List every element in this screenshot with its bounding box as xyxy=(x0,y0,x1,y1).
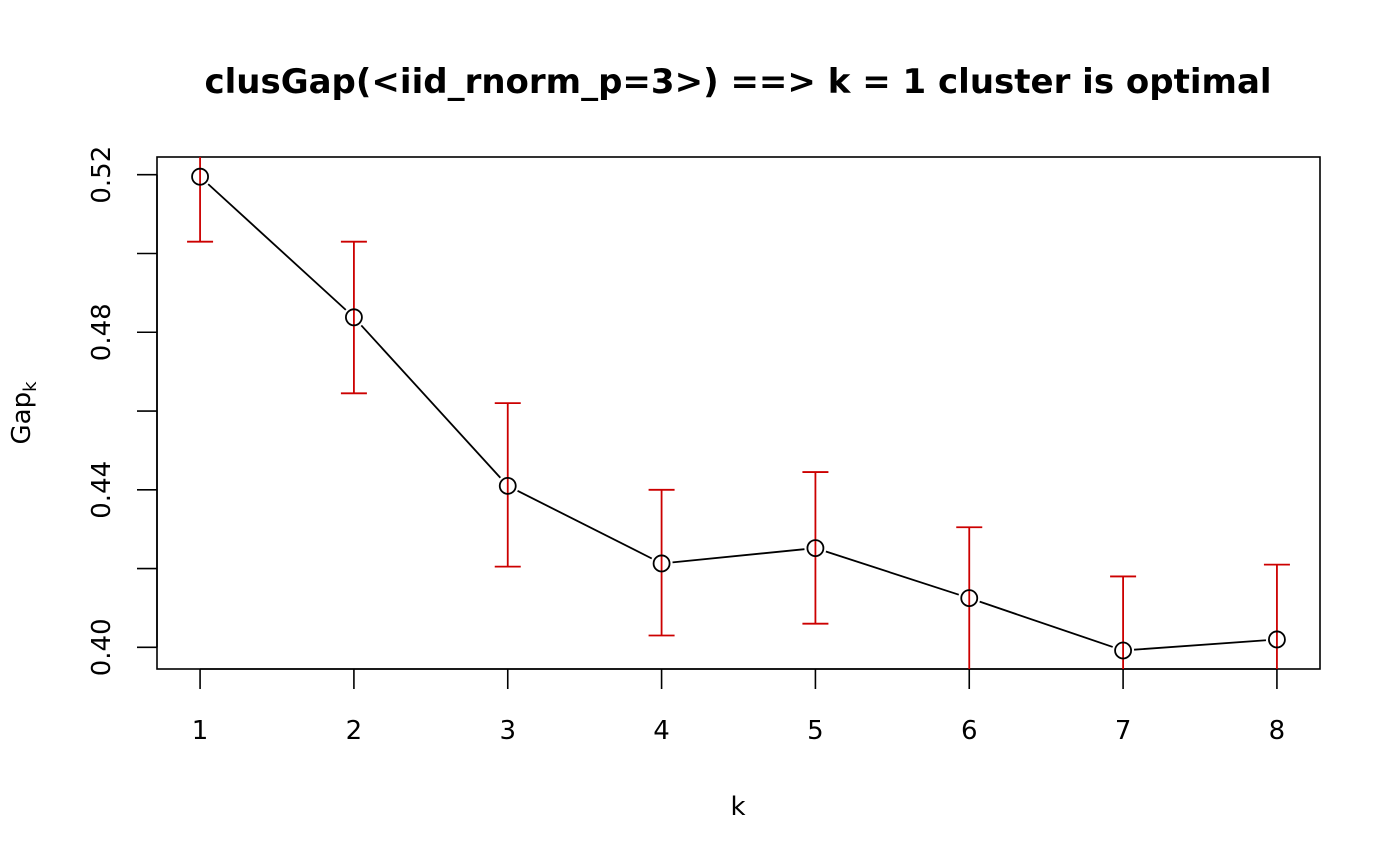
series-segment-4 xyxy=(672,548,805,564)
error-bar-1 xyxy=(187,157,214,243)
x-tick-label: 2 xyxy=(346,716,363,746)
data-point-k3 xyxy=(498,476,517,495)
x-tick-label: 6 xyxy=(961,716,978,746)
x-tick-label: 3 xyxy=(499,716,516,746)
y-axis-label-subscript: k xyxy=(20,381,41,392)
data-point-k4 xyxy=(652,554,671,573)
error-bar-6 xyxy=(956,526,983,669)
series-segment-1 xyxy=(207,183,347,311)
x-tick-label: 5 xyxy=(807,716,824,746)
y-tick-label: 0.44 xyxy=(87,461,117,519)
data-point-k2 xyxy=(345,308,363,327)
x-tick-label: 8 xyxy=(1269,716,1286,746)
data-point-k6 xyxy=(960,589,979,608)
series-segment-5 xyxy=(825,550,960,596)
x-tick-label: 4 xyxy=(653,716,670,746)
error-bar-4 xyxy=(648,488,675,637)
data-point-k8 xyxy=(1268,630,1286,649)
y-axis-label-main: Gap xyxy=(7,392,37,445)
data-point-k5 xyxy=(806,539,825,557)
plot-frame xyxy=(156,156,1321,670)
series-segment-3 xyxy=(517,490,653,560)
series-segment-2 xyxy=(360,324,501,479)
error-bar-3 xyxy=(494,402,521,568)
error-bar-2 xyxy=(340,240,367,395)
x-tick-label: 1 xyxy=(192,716,209,746)
series-segment-6 xyxy=(979,600,1113,648)
error-bar-8 xyxy=(1263,563,1290,669)
y-tick-label: 0.52 xyxy=(87,146,117,204)
x-tick-label: 7 xyxy=(1115,716,1132,746)
chart-title: clusGap(<iid_rnorm_p=3>) ==> k = 1 clust… xyxy=(204,62,1271,102)
series-segment-7 xyxy=(1133,639,1267,651)
error-bar-7 xyxy=(1110,575,1137,669)
y-tick-label: 0.48 xyxy=(87,303,117,361)
y-axis-label: Gapk xyxy=(7,381,41,445)
series-layer xyxy=(187,157,1290,669)
data-point-k7 xyxy=(1114,641,1132,660)
x-axis-label: k xyxy=(730,792,745,822)
y-tick-label: 0.40 xyxy=(87,618,117,676)
x-axis: 1 2 3 4 5 6 7 8 xyxy=(192,668,1286,746)
data-point-k1 xyxy=(191,167,209,186)
y-axis: 0.40 0.44 0.48 0.52 xyxy=(87,146,158,676)
error-bar-5 xyxy=(802,471,829,625)
